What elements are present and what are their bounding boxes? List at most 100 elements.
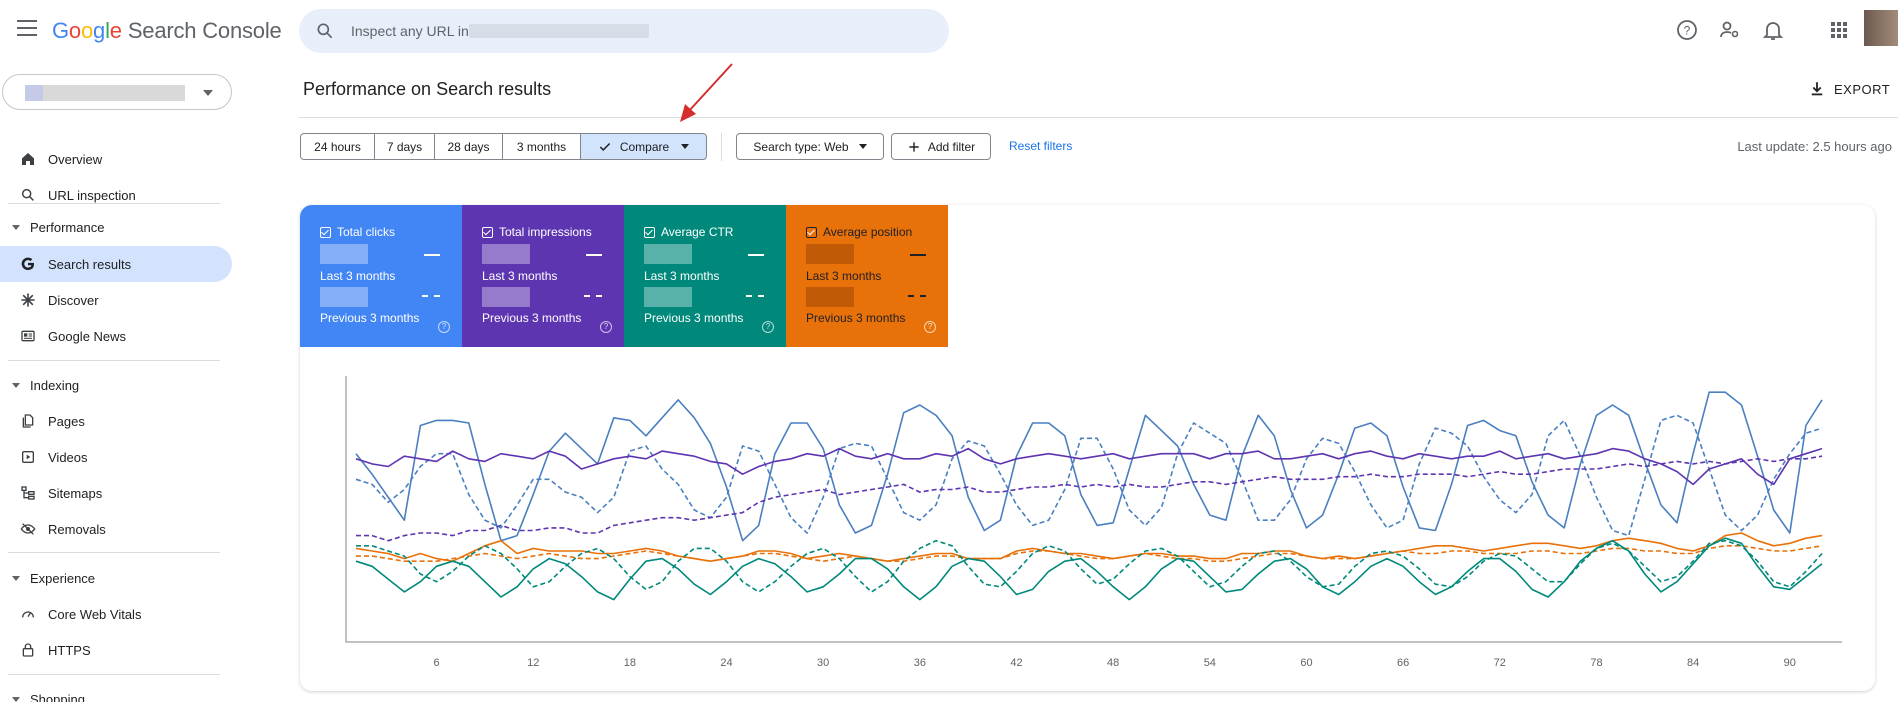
- sidebar-item-videos[interactable]: Videos: [0, 439, 232, 475]
- sidebar-item-discover[interactable]: Discover: [0, 282, 232, 318]
- page-title: Performance on Search results: [303, 79, 552, 99]
- sidebar-section-label: Shopping: [30, 692, 85, 702]
- sidebar-item-label: Google News: [48, 328, 127, 344]
- metric-card-average-ctr[interactable]: Average CTR Last 3 months Previous 3 mon…: [624, 205, 786, 347]
- previous-period-label: Previous 3 months: [806, 311, 906, 325]
- x-tick-label: 24: [720, 657, 732, 669]
- sidebar-divider: [8, 203, 220, 204]
- sidebar-item-label: Core Web Vitals: [48, 606, 142, 622]
- compare-dropdown[interactable]: Compare: [580, 133, 707, 160]
- sidebar-item-label: Overview: [48, 151, 103, 167]
- performance-card: Total clicks Last 3 months Previous 3 mo…: [300, 205, 1875, 691]
- logo-letter: o: [68, 18, 81, 43]
- redacted-value: [320, 287, 368, 307]
- product-name: Search Console: [127, 18, 282, 43]
- export-button[interactable]: EXPORT: [1808, 80, 1890, 98]
- redacted-value: [320, 244, 368, 264]
- sidebar-item-label: Videos: [48, 449, 88, 465]
- sidebar-item-label: Pages: [48, 413, 85, 429]
- account-avatar[interactable]: [1864, 10, 1898, 46]
- x-tick-label: 48: [1107, 657, 1119, 669]
- metric-card-total-impressions[interactable]: Total impressions Last 3 months Previous…: [462, 205, 624, 347]
- sidebar-item-overview[interactable]: Overview: [0, 141, 232, 177]
- add-filter-button[interactable]: Add filter: [891, 133, 991, 160]
- property-selector[interactable]: [2, 74, 232, 110]
- sidebar-section-label: Indexing: [30, 378, 80, 393]
- add-filter-label: Add filter: [927, 139, 976, 154]
- x-tick-label: 42: [1010, 657, 1022, 669]
- sidebar-item-url-inspection[interactable]: URL inspection: [0, 177, 232, 213]
- logo-letter: l: [105, 18, 110, 43]
- search-icon: [16, 187, 40, 203]
- logo-letter: e: [109, 18, 122, 43]
- sidebar-item-google-news[interactable]: Google News: [0, 318, 232, 354]
- logo-letter: G: [52, 18, 69, 43]
- export-label: EXPORT: [1834, 81, 1891, 97]
- redacted-value: [806, 287, 854, 307]
- news-icon: [16, 328, 40, 344]
- range-3-months-button[interactable]: 3 months: [502, 133, 581, 160]
- sidebar-item-sitemaps[interactable]: Sitemaps: [0, 475, 232, 511]
- url-inspect-search-input[interactable]: Inspect any URL in: [299, 9, 949, 53]
- range-28-days-button[interactable]: 28 days: [434, 133, 503, 160]
- help-icon[interactable]: ?: [924, 321, 936, 333]
- sidebar-section-shopping[interactable]: Shopping: [0, 692, 85, 702]
- collapse-caret-icon: [12, 576, 20, 581]
- product-logo[interactable]: Google Search Console: [52, 18, 282, 44]
- sidebar: Overview URL inspection Performance Sear…: [0, 60, 236, 702]
- sidebar-item-https[interactable]: HTTPS: [0, 632, 232, 668]
- sidebar-section-performance[interactable]: Performance: [0, 220, 104, 235]
- x-tick-label: 66: [1397, 657, 1409, 669]
- dashed-line-legend: [422, 295, 440, 297]
- check-icon: [599, 142, 611, 151]
- dropdown-arrow-icon: [858, 144, 867, 149]
- logo-letter: g: [93, 18, 106, 43]
- performance-chart: 6 12 18 24 30 36 42 48 54 60 66 72 78 84 90: [345, 376, 1842, 669]
- x-tick-label: 54: [1204, 657, 1216, 669]
- sidebar-item-label: Sitemaps: [48, 485, 103, 501]
- google-g-icon: [16, 256, 40, 272]
- previous-period-label: Previous 3 months: [320, 311, 420, 325]
- series-line-2: [355, 447, 1823, 486]
- gauge-icon: [16, 606, 40, 622]
- redacted-value: [644, 287, 692, 307]
- main-menu-icon[interactable]: [17, 20, 37, 36]
- sidebar-section-indexing[interactable]: Indexing: [0, 378, 79, 393]
- collapse-caret-icon: [12, 225, 20, 230]
- apps-grid-icon[interactable]: [1827, 18, 1851, 42]
- reset-filters-link[interactable]: Reset filters: [1009, 139, 1073, 153]
- help-icon[interactable]: ?: [1675, 18, 1699, 42]
- metric-card-average-position[interactable]: Average position Last 3 months Previous …: [786, 205, 948, 347]
- sidebar-item-pages[interactable]: Pages: [0, 403, 232, 439]
- last-update-text: Last update: 2.5 hours ago: [1737, 139, 1892, 154]
- series-line-5: [356, 545, 1823, 562]
- filter-separator: [721, 133, 722, 161]
- compare-label: Compare: [619, 139, 670, 154]
- range-7-days-button[interactable]: 7 days: [374, 133, 435, 160]
- dashed-line-legend: [584, 295, 602, 297]
- sidebar-item-label: URL inspection: [48, 187, 136, 203]
- sidebar-item-core-web-vitals[interactable]: Core Web Vitals: [0, 596, 232, 632]
- notifications-icon[interactable]: [1761, 18, 1785, 42]
- current-period-label: Last 3 months: [320, 269, 396, 283]
- help-icon[interactable]: ?: [438, 321, 450, 333]
- metric-label: Average position: [823, 225, 913, 239]
- search-type-dropdown[interactable]: Search type: Web: [736, 133, 884, 160]
- help-icon[interactable]: ?: [762, 321, 774, 333]
- sidebar-item-search-results[interactable]: Search results: [0, 246, 232, 282]
- annotation-arrow: [680, 63, 733, 122]
- current-period-label: Last 3 months: [482, 269, 558, 283]
- help-icon[interactable]: ?: [600, 321, 612, 333]
- sidebar-section-experience[interactable]: Experience: [0, 571, 95, 586]
- account-settings-icon[interactable]: [1718, 18, 1742, 42]
- redacted-property-favicon: [25, 85, 43, 101]
- sidebar-item-removals[interactable]: Removals: [0, 511, 232, 547]
- collapse-caret-icon: [12, 697, 20, 702]
- metric-card-total-clicks[interactable]: Total clicks Last 3 months Previous 3 mo…: [300, 205, 462, 347]
- metric-label: Average CTR: [661, 225, 734, 239]
- series-line-3: [356, 455, 1823, 542]
- x-tick-label: 18: [624, 657, 636, 669]
- redacted-value: [482, 287, 530, 307]
- range-24-hours-button[interactable]: 24 hours: [300, 133, 375, 160]
- sidebar-divider: [8, 552, 220, 553]
